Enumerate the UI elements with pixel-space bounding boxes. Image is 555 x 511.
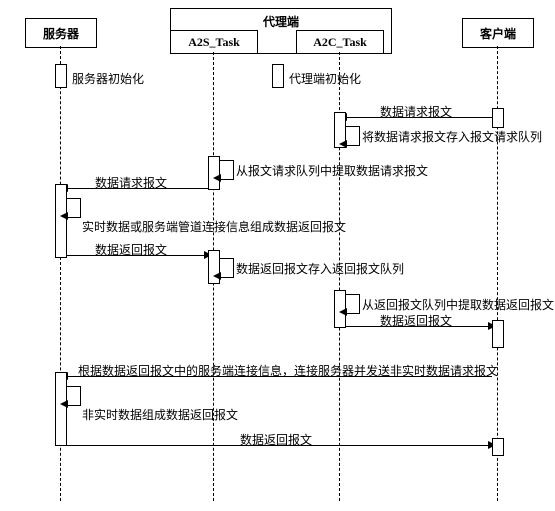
label-self6: 非实时数据组成数据返回报文: [82, 406, 238, 423]
selfloop-self4-head: [213, 272, 221, 280]
activation-proxy-init: [272, 64, 284, 88]
label-self3: 实时数据或服务端管道连接信息组成数据返回报文: [82, 218, 346, 235]
selfloop-self2-head: [213, 174, 221, 182]
activation-server-init: [55, 64, 67, 88]
label-init-server: 服务器初始化: [72, 70, 144, 87]
label-self5: 从返回报文队列中提取数据返回报文: [362, 296, 554, 313]
selfloop-self6-head: [60, 400, 68, 408]
label-self2: 从报文请求队列中提取数据请求报文: [236, 162, 428, 179]
label-self4: 数据返回报文存入返回报文队列: [236, 260, 404, 277]
selfloop-self3: [66, 198, 81, 218]
lifeline-client-head: 客户端: [462, 18, 534, 48]
label-msg1: 数据请求报文: [380, 103, 452, 120]
activation-client-recv2: [492, 438, 504, 456]
selfloop-self6: [66, 386, 81, 406]
selfloop-self3-head: [60, 212, 68, 220]
selfloop-self5-head: [339, 308, 347, 316]
lifeline-server-head: 服务器: [25, 18, 97, 48]
selfloop-self5: [345, 294, 360, 314]
selfloop-self1: [345, 126, 360, 146]
activation-client-recv1: [492, 320, 504, 348]
selfloop-self4: [219, 258, 234, 278]
selfloop-self1-head: [339, 140, 347, 148]
activation-client-req: [492, 108, 504, 128]
label-msg6: 数据返回报文: [240, 431, 312, 448]
label-msg3: 数据返回报文: [95, 241, 167, 258]
group-proxy-title: 代理端: [171, 13, 391, 30]
label-self1: 将数据请求报文存入报文请求队列: [362, 128, 542, 145]
sequence-diagram: 代理端 服务器 A2S_Task A2C_Task 客户端 服务器初始化 代理端…: [0, 0, 555, 511]
activation-server-2: [55, 372, 67, 446]
label-msg4: 数据返回报文: [380, 312, 452, 329]
label-init-proxy: 代理端初始化: [289, 70, 361, 87]
lifeline-a2c-head: A2C_Task: [296, 30, 384, 54]
selfloop-self2: [219, 160, 234, 180]
activation-server-1: [55, 184, 67, 258]
label-msg5: 根据数据返回报文中的服务端连接信息，连接服务器并发送非实时数据请求报文: [78, 362, 498, 379]
lifeline-a2s-head: A2S_Task: [170, 30, 258, 54]
label-msg2: 数据请求报文: [95, 174, 167, 191]
